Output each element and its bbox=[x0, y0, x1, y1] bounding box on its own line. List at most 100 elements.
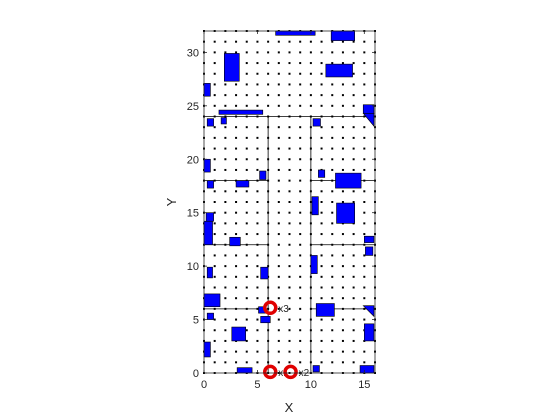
grid-dot bbox=[235, 136, 238, 139]
grid-dot bbox=[331, 339, 334, 342]
grid-dot bbox=[256, 222, 259, 225]
grid-dot bbox=[352, 286, 355, 289]
grid-dot bbox=[331, 104, 334, 107]
obstacle bbox=[312, 118, 321, 127]
grid-dot bbox=[277, 190, 280, 193]
grid-dot bbox=[277, 72, 280, 75]
grid-dot bbox=[235, 190, 238, 193]
grid-dot bbox=[320, 318, 323, 321]
grid-dot bbox=[224, 126, 227, 129]
grid-dot bbox=[320, 83, 323, 86]
grid-dot bbox=[224, 147, 227, 150]
grid-dot bbox=[245, 265, 248, 268]
grid-dot bbox=[299, 307, 302, 310]
grid-dot bbox=[341, 104, 344, 107]
grid-dot bbox=[341, 136, 344, 139]
partition-lines bbox=[204, 116, 375, 373]
grid-dot bbox=[256, 254, 259, 257]
x-axis: 0 5 10 15 bbox=[201, 31, 370, 391]
grid-dot bbox=[299, 339, 302, 342]
grid-dot bbox=[352, 350, 355, 353]
grid-dot bbox=[352, 275, 355, 278]
grid-dot bbox=[331, 83, 334, 86]
grid-dot bbox=[331, 62, 334, 65]
grid-dot bbox=[277, 83, 280, 86]
grid-dot bbox=[213, 83, 216, 86]
y-axis: 0 5 10 15 20 25 30 bbox=[187, 47, 375, 380]
grid-dot bbox=[213, 168, 216, 171]
grid-dot bbox=[256, 211, 259, 214]
grid-dot bbox=[235, 265, 238, 268]
grid-dot bbox=[256, 136, 259, 139]
grid-dot bbox=[331, 211, 334, 214]
grid-dot bbox=[320, 72, 323, 75]
grid-dot bbox=[341, 297, 344, 300]
grid-dot bbox=[331, 94, 334, 97]
grid-dot bbox=[288, 40, 291, 43]
grid-dot bbox=[245, 72, 248, 75]
obstacle bbox=[259, 170, 267, 180]
grid-dot bbox=[245, 339, 248, 342]
obstacle bbox=[206, 266, 213, 279]
grid-dot bbox=[235, 40, 238, 43]
grid-dot bbox=[235, 233, 238, 236]
grid-dot bbox=[320, 222, 323, 225]
grid-dot bbox=[288, 126, 291, 129]
grid-dot bbox=[331, 254, 334, 257]
grid-dot bbox=[213, 329, 216, 332]
y-tick-label: 15 bbox=[187, 208, 199, 220]
obstacle bbox=[325, 63, 353, 78]
grid-dot bbox=[245, 83, 248, 86]
grid-dot bbox=[299, 254, 302, 257]
grid-dot bbox=[277, 339, 280, 342]
obstacle bbox=[231, 326, 246, 342]
grid-dot bbox=[352, 147, 355, 150]
grid-dot bbox=[267, 104, 270, 107]
grid-dot bbox=[341, 286, 344, 289]
grid-dot bbox=[224, 275, 227, 278]
grid-dot bbox=[331, 233, 334, 236]
grid-dot bbox=[288, 361, 291, 364]
grid-dot bbox=[299, 104, 302, 107]
grid-dot bbox=[245, 254, 248, 257]
grid-dot bbox=[256, 104, 259, 107]
grid-dot bbox=[288, 211, 291, 214]
grid-dot bbox=[224, 329, 227, 332]
grid-dot bbox=[267, 40, 270, 43]
grid-dot bbox=[299, 83, 302, 86]
grid-dot bbox=[352, 190, 355, 193]
grid-dot bbox=[331, 297, 334, 300]
grid-dot bbox=[245, 147, 248, 150]
obstacle bbox=[235, 180, 250, 188]
y-tick-label: 10 bbox=[187, 261, 199, 273]
grid-dot bbox=[213, 158, 216, 161]
grid-dot bbox=[245, 158, 248, 161]
grid-dot bbox=[256, 339, 259, 342]
grid-dot bbox=[256, 329, 259, 332]
grid-dot bbox=[288, 275, 291, 278]
grid-dot bbox=[363, 126, 366, 129]
grid-dot bbox=[267, 83, 270, 86]
obstacle-triangle bbox=[362, 112, 375, 127]
grid-dot bbox=[213, 339, 216, 342]
grid-dot bbox=[267, 62, 270, 65]
grid-dot bbox=[363, 318, 366, 321]
grid-dot bbox=[320, 136, 323, 139]
grid-dot bbox=[213, 265, 216, 268]
grid-dot bbox=[363, 147, 366, 150]
grid-dot bbox=[341, 94, 344, 97]
grid-dot bbox=[299, 275, 302, 278]
grid-dot bbox=[299, 147, 302, 150]
obstacle bbox=[275, 30, 316, 36]
grid-dot bbox=[363, 265, 366, 268]
obstacle bbox=[315, 303, 335, 317]
grid-dot bbox=[299, 179, 302, 182]
grid-dot bbox=[341, 40, 344, 43]
obstacle bbox=[236, 367, 253, 374]
obstacle bbox=[311, 196, 319, 216]
grid-dot bbox=[331, 329, 334, 332]
grid-dot bbox=[288, 136, 291, 139]
grid-dot bbox=[309, 83, 312, 86]
grid-dot bbox=[213, 62, 216, 65]
grid-dot bbox=[224, 286, 227, 289]
